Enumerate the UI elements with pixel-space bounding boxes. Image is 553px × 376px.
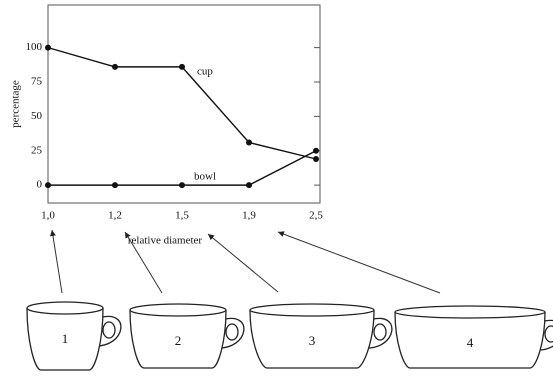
data-point (45, 182, 51, 188)
y-tick-label: 50 (31, 110, 43, 122)
y-axis-label: percentage (10, 80, 22, 128)
x-axis-label: relative diameter (128, 235, 203, 247)
data-point (179, 182, 185, 188)
y-tick-label: 100 (26, 41, 43, 53)
figure: relative diameter percentage 1 2 3 4 0 25 50 7… (0, 0, 553, 376)
x-tick-label: 1,2 (108, 210, 122, 222)
cup-rim (250, 304, 374, 316)
cup-handle-hole (103, 322, 115, 338)
cup-number: 4 (467, 335, 474, 350)
data-point (179, 64, 185, 70)
cup-number: 3 (309, 333, 316, 348)
cup-drawings: 1 2 3 4 (27, 302, 553, 370)
plot-frame (48, 5, 320, 203)
data-point (112, 182, 118, 188)
y-tick-label: 75 (31, 76, 43, 88)
y-tick-label: 0 (37, 179, 43, 191)
cup-handle-hole (374, 324, 386, 340)
x-tick-label: 1,0 (41, 210, 55, 222)
x-tick-label: 1,5 (175, 210, 189, 222)
cup-rim (395, 306, 545, 318)
x-tick-label: 1,9 (242, 210, 256, 222)
data-point (45, 45, 51, 51)
arrow (52, 230, 62, 293)
data-point (313, 156, 319, 162)
series-line (48, 151, 316, 185)
arrow (208, 234, 278, 292)
series-label: bowl (194, 171, 216, 183)
cup-handle-hole (545, 326, 553, 342)
data-point (112, 64, 118, 70)
y-tick-label: 25 (31, 144, 43, 156)
cup-rim (27, 302, 103, 314)
cup-handle-hole (226, 324, 238, 340)
arrow (278, 232, 440, 293)
series-label: cup (197, 66, 213, 78)
page: relative diameter percentage 1 2 3 4 0 25 50 7… (0, 0, 553, 376)
data-point (313, 148, 319, 154)
cup-number: 2 (175, 333, 182, 348)
cup-number: 1 (62, 331, 69, 346)
data-point (246, 182, 252, 188)
cup-rim (130, 304, 226, 316)
data-point (246, 140, 252, 146)
x-tick-label: 2,5 (309, 210, 323, 222)
